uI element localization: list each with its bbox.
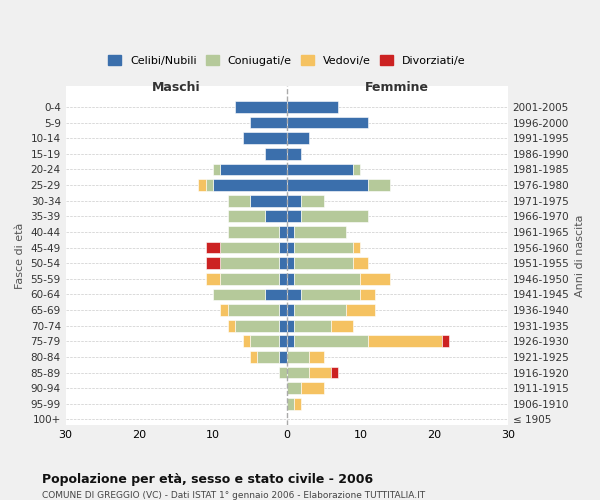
Bar (213, 179, 287, 191)
Bar (287, 195, 301, 206)
Bar (301, 382, 323, 394)
Bar (287, 273, 294, 284)
Bar (220, 164, 287, 175)
Bar (353, 164, 361, 175)
Bar (309, 351, 323, 363)
Bar (294, 398, 301, 409)
Bar (250, 195, 287, 206)
Bar (228, 210, 265, 222)
Bar (287, 336, 294, 347)
Bar (287, 382, 301, 394)
Legend: Celibi/Nubili, Coniugati/e, Vedovi/e, Divorziati/e: Celibi/Nubili, Coniugati/e, Vedovi/e, Di… (103, 50, 470, 70)
Bar (280, 320, 287, 332)
Bar (228, 195, 250, 206)
Bar (361, 273, 390, 284)
Y-axis label: Fasce di età: Fasce di età (15, 222, 25, 288)
Bar (206, 179, 213, 191)
Bar (287, 351, 309, 363)
Bar (242, 336, 250, 347)
Bar (309, 366, 331, 378)
Text: Femmine: Femmine (365, 82, 429, 94)
Bar (331, 366, 338, 378)
Bar (220, 242, 280, 254)
Bar (294, 336, 368, 347)
Bar (287, 179, 368, 191)
Bar (294, 304, 346, 316)
Bar (250, 336, 280, 347)
Bar (206, 273, 220, 284)
Bar (353, 242, 361, 254)
Bar (287, 320, 294, 332)
Bar (287, 210, 301, 222)
Bar (220, 258, 280, 269)
Bar (280, 273, 287, 284)
Bar (346, 304, 375, 316)
Bar (287, 288, 301, 300)
Text: Popolazione per età, sesso e stato civile - 2006: Popolazione per età, sesso e stato civil… (42, 472, 373, 486)
Bar (294, 258, 353, 269)
Bar (242, 132, 287, 144)
Bar (220, 304, 228, 316)
Bar (368, 336, 442, 347)
Bar (287, 101, 338, 113)
Bar (353, 258, 368, 269)
Text: COMUNE DI GREGGIO (VC) - Dati ISTAT 1° gennaio 2006 - Elaborazione TUTTITALIA.IT: COMUNE DI GREGGIO (VC) - Dati ISTAT 1° g… (42, 491, 425, 500)
Bar (235, 320, 280, 332)
Bar (368, 179, 390, 191)
Bar (287, 164, 353, 175)
Bar (361, 288, 375, 300)
Bar (287, 242, 294, 254)
Bar (250, 116, 287, 128)
Bar (265, 210, 287, 222)
Bar (206, 242, 220, 254)
Bar (280, 336, 287, 347)
Bar (228, 226, 280, 238)
Bar (199, 179, 206, 191)
Bar (228, 320, 235, 332)
Bar (280, 226, 287, 238)
Bar (287, 304, 294, 316)
Bar (228, 304, 280, 316)
Bar (294, 242, 353, 254)
Bar (301, 288, 361, 300)
Bar (280, 351, 287, 363)
Bar (287, 366, 309, 378)
Bar (280, 242, 287, 254)
Bar (294, 226, 346, 238)
Bar (250, 351, 257, 363)
Bar (257, 351, 280, 363)
Bar (287, 132, 309, 144)
Bar (265, 148, 287, 160)
Bar (287, 148, 301, 160)
Bar (213, 288, 265, 300)
Bar (287, 226, 294, 238)
Bar (206, 258, 220, 269)
Bar (331, 320, 353, 332)
Bar (265, 288, 287, 300)
Text: Maschi: Maschi (152, 82, 200, 94)
Bar (442, 336, 449, 347)
Bar (294, 320, 331, 332)
Bar (287, 258, 294, 269)
Bar (280, 304, 287, 316)
Bar (220, 273, 280, 284)
Bar (287, 116, 368, 128)
Bar (235, 101, 287, 113)
Bar (287, 398, 294, 409)
Bar (280, 258, 287, 269)
Bar (280, 366, 287, 378)
Bar (301, 210, 368, 222)
Bar (301, 195, 323, 206)
Y-axis label: Anni di nascita: Anni di nascita (575, 214, 585, 296)
Bar (294, 273, 361, 284)
Bar (213, 164, 220, 175)
